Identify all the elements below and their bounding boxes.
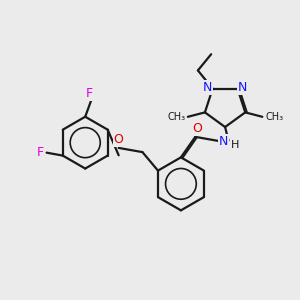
Text: H: H: [231, 140, 239, 151]
Text: F: F: [36, 146, 43, 159]
Text: N: N: [202, 81, 212, 94]
Text: CH₃: CH₃: [168, 112, 186, 122]
Text: O: O: [114, 133, 124, 146]
Text: CH₃: CH₃: [265, 112, 283, 122]
Text: F: F: [86, 87, 93, 100]
Text: N: N: [219, 135, 228, 148]
Text: O: O: [192, 122, 202, 135]
Text: N: N: [238, 81, 248, 94]
